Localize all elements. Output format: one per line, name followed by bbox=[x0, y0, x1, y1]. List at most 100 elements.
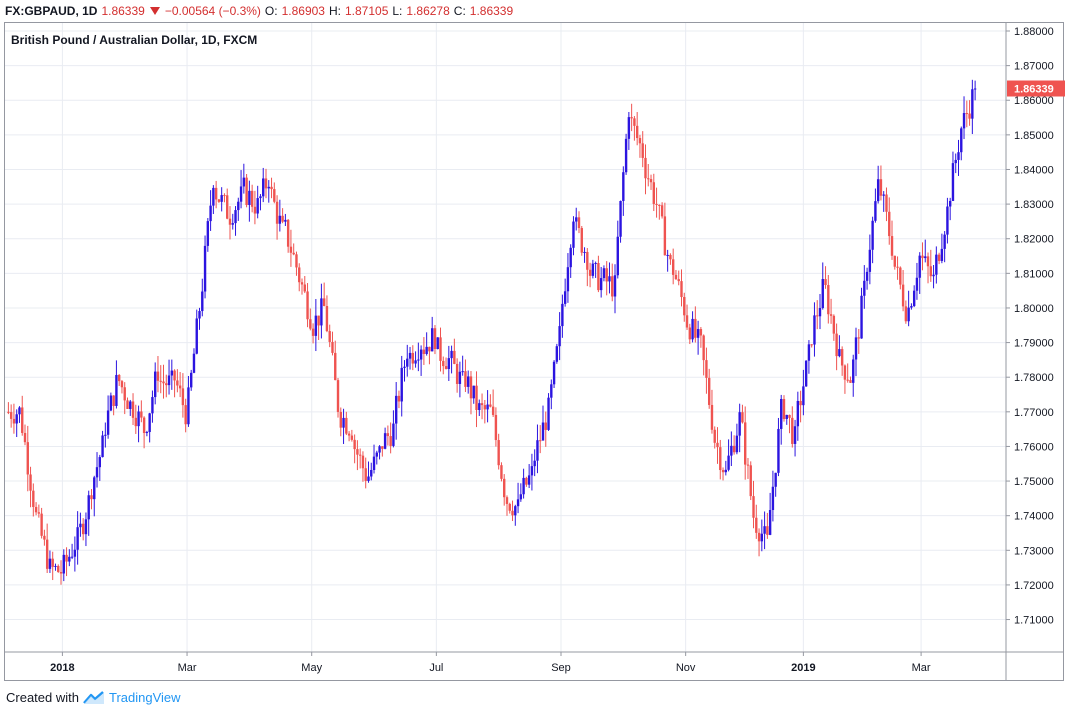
candle-body bbox=[552, 361, 556, 385]
candle-body bbox=[932, 274, 935, 277]
candle-body bbox=[209, 205, 212, 222]
symbol-label[interactable]: FX:GBPAUD, 1D bbox=[5, 4, 98, 18]
candle-body bbox=[514, 506, 517, 516]
candle-body bbox=[755, 517, 758, 533]
candle-body bbox=[550, 384, 553, 398]
candle-body bbox=[317, 315, 320, 326]
candle-body bbox=[774, 472, 777, 487]
candle-body bbox=[79, 523, 82, 528]
candle-body bbox=[915, 277, 919, 291]
candle-body bbox=[738, 412, 741, 436]
candle-body bbox=[735, 435, 739, 453]
y-tick-label: 1.86000 bbox=[1014, 95, 1054, 107]
candle-body bbox=[655, 203, 658, 205]
candle-body bbox=[832, 315, 836, 334]
candle-body bbox=[876, 179, 880, 202]
candle-body bbox=[153, 371, 157, 398]
candle-body bbox=[696, 329, 700, 338]
high-value: 1.87105 bbox=[344, 4, 389, 18]
candle-body bbox=[190, 372, 193, 388]
candle-body bbox=[539, 440, 542, 442]
tradingview-brand[interactable]: TradingView bbox=[108, 690, 181, 705]
candle-body bbox=[533, 460, 536, 467]
candle-body bbox=[203, 245, 207, 292]
candle-body bbox=[430, 328, 434, 352]
candle-body bbox=[483, 405, 487, 410]
candle-body bbox=[635, 125, 639, 139]
candle-body bbox=[156, 371, 160, 381]
candle-body bbox=[262, 178, 265, 197]
candle-body bbox=[62, 554, 65, 574]
candle-body bbox=[389, 436, 392, 446]
tradingview-logo-icon bbox=[83, 690, 104, 704]
candle-body bbox=[245, 177, 248, 205]
candle-body bbox=[461, 371, 464, 373]
candle-body bbox=[627, 117, 631, 139]
candle-body bbox=[21, 407, 24, 433]
candle-body bbox=[93, 477, 96, 500]
candle-body bbox=[516, 499, 520, 507]
candle-body bbox=[284, 219, 287, 222]
candle-body bbox=[226, 195, 229, 219]
candle-body bbox=[624, 138, 628, 173]
x-tick-label: Mar bbox=[912, 662, 931, 674]
candle-body bbox=[505, 497, 509, 504]
candle-body bbox=[843, 365, 847, 380]
candle-body bbox=[586, 251, 589, 270]
candle-body bbox=[597, 262, 600, 291]
candle-body bbox=[214, 187, 218, 200]
candle-body bbox=[489, 404, 492, 407]
candle-body bbox=[835, 333, 838, 357]
candle-body bbox=[829, 314, 833, 316]
y-tick-label: 1.81000 bbox=[1014, 268, 1054, 280]
candle-body bbox=[347, 433, 351, 436]
candle-body bbox=[250, 190, 254, 207]
candle-body bbox=[176, 380, 179, 386]
candle-body bbox=[444, 366, 448, 369]
candle-body bbox=[159, 380, 162, 382]
candle-body bbox=[652, 182, 655, 204]
open-value: 1.86903 bbox=[281, 4, 325, 18]
candle-body bbox=[879, 179, 883, 196]
candle-body bbox=[591, 263, 595, 276]
candle-body bbox=[411, 352, 415, 364]
last-price-tag-label: 1.86339 bbox=[1014, 84, 1054, 96]
candle-body bbox=[57, 565, 60, 573]
candle-body bbox=[334, 352, 337, 381]
candle-body bbox=[746, 464, 750, 466]
candle-body bbox=[419, 349, 423, 360]
y-tick-label: 1.80000 bbox=[1014, 303, 1054, 315]
low-label: L: bbox=[392, 4, 403, 18]
candle-body bbox=[804, 360, 808, 387]
candle-body bbox=[965, 113, 969, 115]
candle-body bbox=[583, 251, 586, 253]
candle-body bbox=[691, 318, 694, 340]
candle-body bbox=[87, 495, 90, 520]
candle-body bbox=[397, 395, 401, 402]
candle-body bbox=[763, 526, 766, 534]
candle-body bbox=[594, 262, 597, 264]
chart-frame[interactable] bbox=[4, 22, 1064, 681]
open-label: O: bbox=[264, 4, 278, 18]
price-change: −0.00564 (−0.3%) bbox=[164, 4, 261, 18]
candle-body bbox=[613, 275, 617, 297]
candle-body bbox=[793, 426, 797, 444]
candle-body bbox=[76, 527, 79, 550]
candle-body bbox=[455, 363, 459, 384]
candle-body bbox=[622, 172, 625, 201]
candle-body bbox=[732, 445, 736, 453]
candle-body bbox=[453, 350, 456, 364]
candle-body bbox=[433, 328, 437, 350]
candle-body bbox=[109, 395, 113, 411]
candle-body bbox=[298, 267, 301, 283]
y-tick-label: 1.71000 bbox=[1014, 615, 1054, 627]
candle-body bbox=[90, 495, 93, 500]
candle-body bbox=[511, 510, 514, 516]
candle-body bbox=[882, 194, 885, 196]
candle-body bbox=[26, 442, 29, 475]
candle-body bbox=[256, 198, 259, 214]
candle-body bbox=[242, 177, 246, 187]
y-tick-label: 1.79000 bbox=[1014, 338, 1054, 350]
candle-body bbox=[406, 358, 409, 367]
